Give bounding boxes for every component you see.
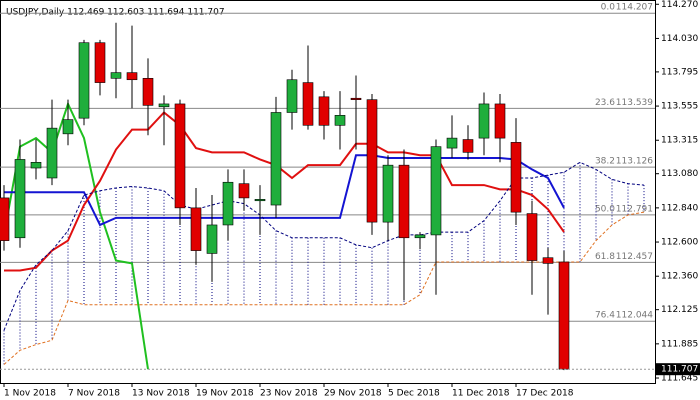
candle-body bbox=[430, 146, 442, 236]
candle-body bbox=[398, 164, 410, 239]
indicator-line bbox=[3, 161, 645, 331]
indicator-line bbox=[3, 101, 149, 370]
y-tick-label: 113.555 bbox=[661, 102, 698, 112]
candle-body bbox=[142, 78, 154, 106]
candle-body bbox=[286, 79, 298, 113]
candle-body bbox=[366, 99, 378, 223]
candle-body bbox=[526, 213, 538, 261]
y-tick-label: 111.645 bbox=[661, 374, 698, 384]
candle-body bbox=[174, 103, 186, 209]
chart-title: USDJPY,Daily 112.469 112.603 111.694 111… bbox=[6, 8, 225, 18]
fib-value: 113.539 bbox=[616, 98, 653, 108]
y-tick-label: 114.030 bbox=[661, 34, 698, 44]
candle-body bbox=[254, 199, 266, 202]
candle-body bbox=[222, 181, 234, 226]
candle-body bbox=[206, 224, 218, 254]
candle-body bbox=[14, 159, 26, 239]
x-tick-label: 23 Nov 2018 bbox=[260, 389, 318, 399]
y-tick-label: 112.600 bbox=[661, 238, 698, 248]
y-tick-label: 113.795 bbox=[661, 67, 698, 77]
candle-body bbox=[94, 42, 106, 83]
candle-body bbox=[30, 162, 42, 169]
candle-body bbox=[270, 112, 282, 206]
last-price-label: 111.707 bbox=[661, 365, 698, 375]
candle-body bbox=[494, 103, 506, 139]
candle-body bbox=[446, 137, 458, 149]
candle-body bbox=[558, 261, 570, 370]
candle-body bbox=[302, 82, 314, 126]
x-tick-label: 13 Nov 2018 bbox=[132, 389, 190, 399]
candle-body bbox=[478, 103, 490, 139]
fib-ratio: 50.0 bbox=[595, 204, 615, 214]
candle-body bbox=[510, 142, 522, 213]
fib-ratio: 76.4 bbox=[595, 311, 615, 321]
candle-body bbox=[158, 103, 170, 108]
candle-body bbox=[0, 197, 10, 241]
indicator-line bbox=[4, 154, 565, 227]
y-tick-label: 114.270 bbox=[661, 0, 698, 10]
candle-body bbox=[46, 127, 58, 179]
candle-body bbox=[318, 96, 330, 126]
x-tick-label: 7 Nov 2018 bbox=[68, 389, 120, 399]
candle-body bbox=[334, 115, 346, 126]
candle-body bbox=[350, 97, 362, 100]
indicator-line bbox=[3, 211, 645, 365]
candle-body bbox=[78, 42, 90, 119]
y-tick-label: 112.125 bbox=[661, 305, 698, 315]
x-tick-label: 29 Nov 2018 bbox=[324, 389, 382, 399]
candle-body bbox=[62, 119, 74, 135]
fib-value: 112.791 bbox=[616, 204, 653, 214]
x-tick-label: 17 Dec 2018 bbox=[516, 389, 574, 399]
y-tick-label: 112.360 bbox=[661, 272, 698, 282]
y-tick-label: 111.885 bbox=[661, 339, 698, 349]
candle-body bbox=[462, 139, 474, 153]
fib-ratio: 0.0 bbox=[601, 3, 616, 13]
candle-body bbox=[110, 72, 122, 79]
candle-body bbox=[126, 72, 138, 81]
candle-body bbox=[382, 164, 394, 223]
fib-ratio: 61.8 bbox=[595, 252, 615, 262]
y-tick-label: 112.840 bbox=[661, 203, 698, 213]
x-tick-label: 11 Dec 2018 bbox=[452, 389, 510, 399]
candle-body bbox=[542, 257, 554, 264]
indicator-line bbox=[4, 111, 565, 272]
fib-value: 113.126 bbox=[616, 157, 653, 167]
fib-value: 114.207 bbox=[616, 3, 653, 13]
x-tick-label: 19 Nov 2018 bbox=[196, 389, 254, 399]
fib-ratio: 38.2 bbox=[595, 157, 615, 167]
fib-ratio: 23.6 bbox=[595, 98, 615, 108]
candle-body bbox=[190, 207, 202, 251]
candle-body bbox=[414, 234, 426, 239]
x-tick-label: 1 Nov 2018 bbox=[4, 389, 56, 399]
x-tick-label: 5 Dec 2018 bbox=[388, 389, 440, 399]
candle-body bbox=[238, 183, 250, 199]
plot-frame bbox=[0, 0, 656, 384]
y-tick-label: 113.315 bbox=[661, 136, 698, 146]
fib-value: 112.457 bbox=[616, 252, 653, 262]
fib-value: 112.044 bbox=[616, 311, 653, 321]
y-tick-label: 113.080 bbox=[661, 169, 698, 179]
last-price-box bbox=[655, 363, 700, 376]
